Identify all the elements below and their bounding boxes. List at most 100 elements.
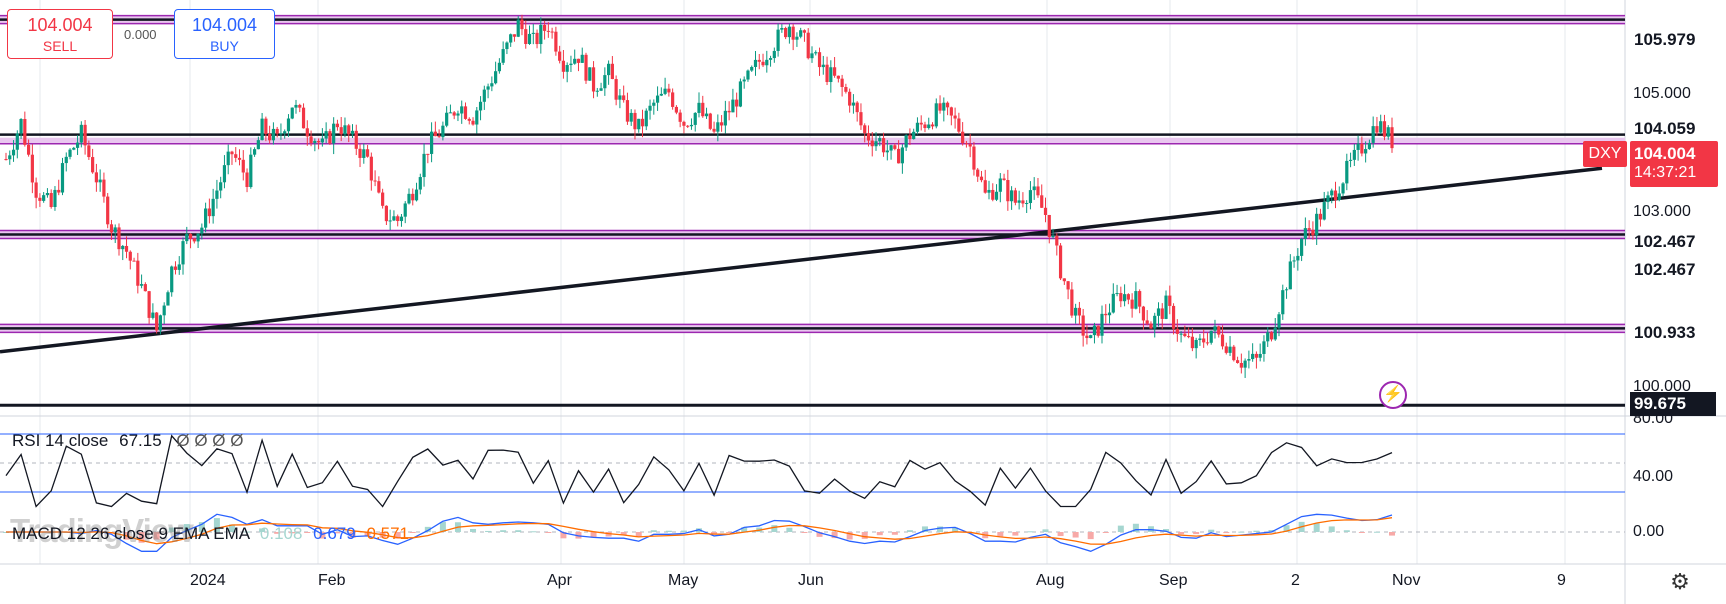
macd-hist-bar	[1027, 531, 1034, 533]
macd-hist-bar	[319, 532, 326, 539]
macd-hist-bar	[560, 532, 567, 539]
candle-body	[98, 179, 102, 183]
grid	[39, 0, 1566, 564]
candle-body	[897, 148, 901, 164]
candle-body	[648, 105, 652, 111]
candle-body	[663, 88, 667, 94]
candle-body	[83, 124, 87, 146]
macd-hist-bar	[846, 532, 853, 540]
macd-hist-bar	[801, 532, 808, 533]
macd-hist-bar	[198, 522, 205, 532]
candle-body	[173, 266, 178, 270]
macd-hist-bar	[1343, 530, 1350, 532]
macd-hist-bar	[259, 528, 266, 532]
macd-hist-bar	[1283, 525, 1290, 532]
candle-body	[475, 110, 479, 125]
candle-body	[1213, 326, 1217, 331]
candle-body	[893, 145, 897, 149]
current-price-badge[interactable]: 104.004 14:37:21	[1630, 141, 1718, 187]
candle-body	[908, 135, 912, 140]
candle-body	[1100, 313, 1104, 336]
time-label: May	[668, 572, 699, 589]
candles	[4, 14, 1394, 378]
candle-body	[1002, 178, 1006, 181]
candle-body	[757, 59, 761, 62]
candle-body	[565, 65, 569, 72]
symbol-badge[interactable]: DXY	[1583, 141, 1627, 167]
candle-body	[102, 179, 106, 197]
buy-button[interactable]: 104.004 BUY	[174, 9, 275, 59]
candle-body	[136, 260, 140, 286]
candle-body	[49, 193, 53, 207]
candle-body	[1209, 330, 1213, 343]
macd-legend[interactable]: MACD 12 26 close 9 EMA EMA 0.108 0.679 0…	[12, 524, 409, 544]
settings-icon[interactable]: ⚙	[1670, 569, 1690, 594]
candle-body	[1036, 186, 1040, 196]
lightning-icon[interactable]: ⚡	[1379, 381, 1407, 409]
candle-body	[866, 133, 871, 141]
candle-body	[799, 30, 803, 37]
candle-body	[1183, 333, 1187, 337]
candle-body	[614, 79, 618, 100]
candle-body	[151, 312, 155, 318]
candle-body	[11, 149, 16, 156]
candle-body	[1379, 121, 1383, 133]
level-label[interactable]: 102.467	[1630, 230, 1716, 254]
macd-hist-bar	[515, 530, 522, 532]
candle-body	[1187, 336, 1191, 338]
level-label[interactable]: 105.979	[1630, 28, 1716, 52]
candle-body	[286, 118, 291, 132]
candle-body	[750, 66, 754, 71]
candle-body	[441, 125, 445, 138]
macd-hist-bar	[1223, 532, 1230, 534]
candle-body	[185, 233, 189, 242]
sell-button[interactable]: 104.004 SELL	[7, 9, 113, 59]
candle-body	[520, 19, 524, 30]
candle-body	[106, 196, 110, 225]
candle-body	[844, 86, 848, 92]
macd-hist-bar	[500, 530, 507, 532]
candle-body	[968, 143, 972, 147]
candle-body	[467, 118, 471, 121]
rsi-legend[interactable]: RSI 14 close 67.15 Ø Ø Ø Ø	[12, 431, 243, 451]
candle-body	[821, 64, 825, 68]
macd-hist-bar	[1389, 532, 1395, 536]
candle-body	[471, 120, 475, 125]
candle-body	[219, 182, 223, 191]
candle-body	[806, 32, 810, 59]
candle-body	[900, 147, 904, 164]
candle-body	[158, 315, 163, 331]
candle-body	[128, 251, 132, 261]
candle-body	[1330, 190, 1334, 196]
candle-body	[1303, 228, 1307, 239]
level-label[interactable]: 102.467	[1630, 258, 1716, 282]
level-label[interactable]: 104.059	[1630, 117, 1716, 141]
candle-body	[610, 63, 614, 80]
candle-body	[30, 154, 34, 183]
level-label[interactable]: 99.675	[1630, 392, 1716, 416]
macd-signal-value: 0.571	[366, 524, 409, 543]
candle-body	[629, 112, 633, 122]
candle-body	[719, 122, 724, 126]
candle-body	[460, 106, 464, 114]
candle-body	[1300, 238, 1304, 256]
candle-body	[1390, 127, 1394, 149]
time-label: 2	[1291, 572, 1300, 589]
candle-body	[1149, 323, 1153, 329]
candle-body	[874, 141, 878, 147]
candle-body	[448, 112, 453, 114]
rsi-line	[5, 434, 1393, 508]
candle-body	[682, 121, 686, 126]
candle-body	[953, 115, 957, 119]
candle-body	[399, 216, 404, 222]
candle-body	[701, 102, 705, 117]
candle-body	[1013, 190, 1017, 203]
candle-body	[949, 107, 953, 116]
level-label[interactable]: 100.933	[1630, 321, 1716, 345]
macd-hist-bar	[289, 532, 296, 534]
candle-body	[633, 112, 637, 130]
candle-body	[324, 131, 328, 139]
candle-body	[207, 208, 211, 217]
